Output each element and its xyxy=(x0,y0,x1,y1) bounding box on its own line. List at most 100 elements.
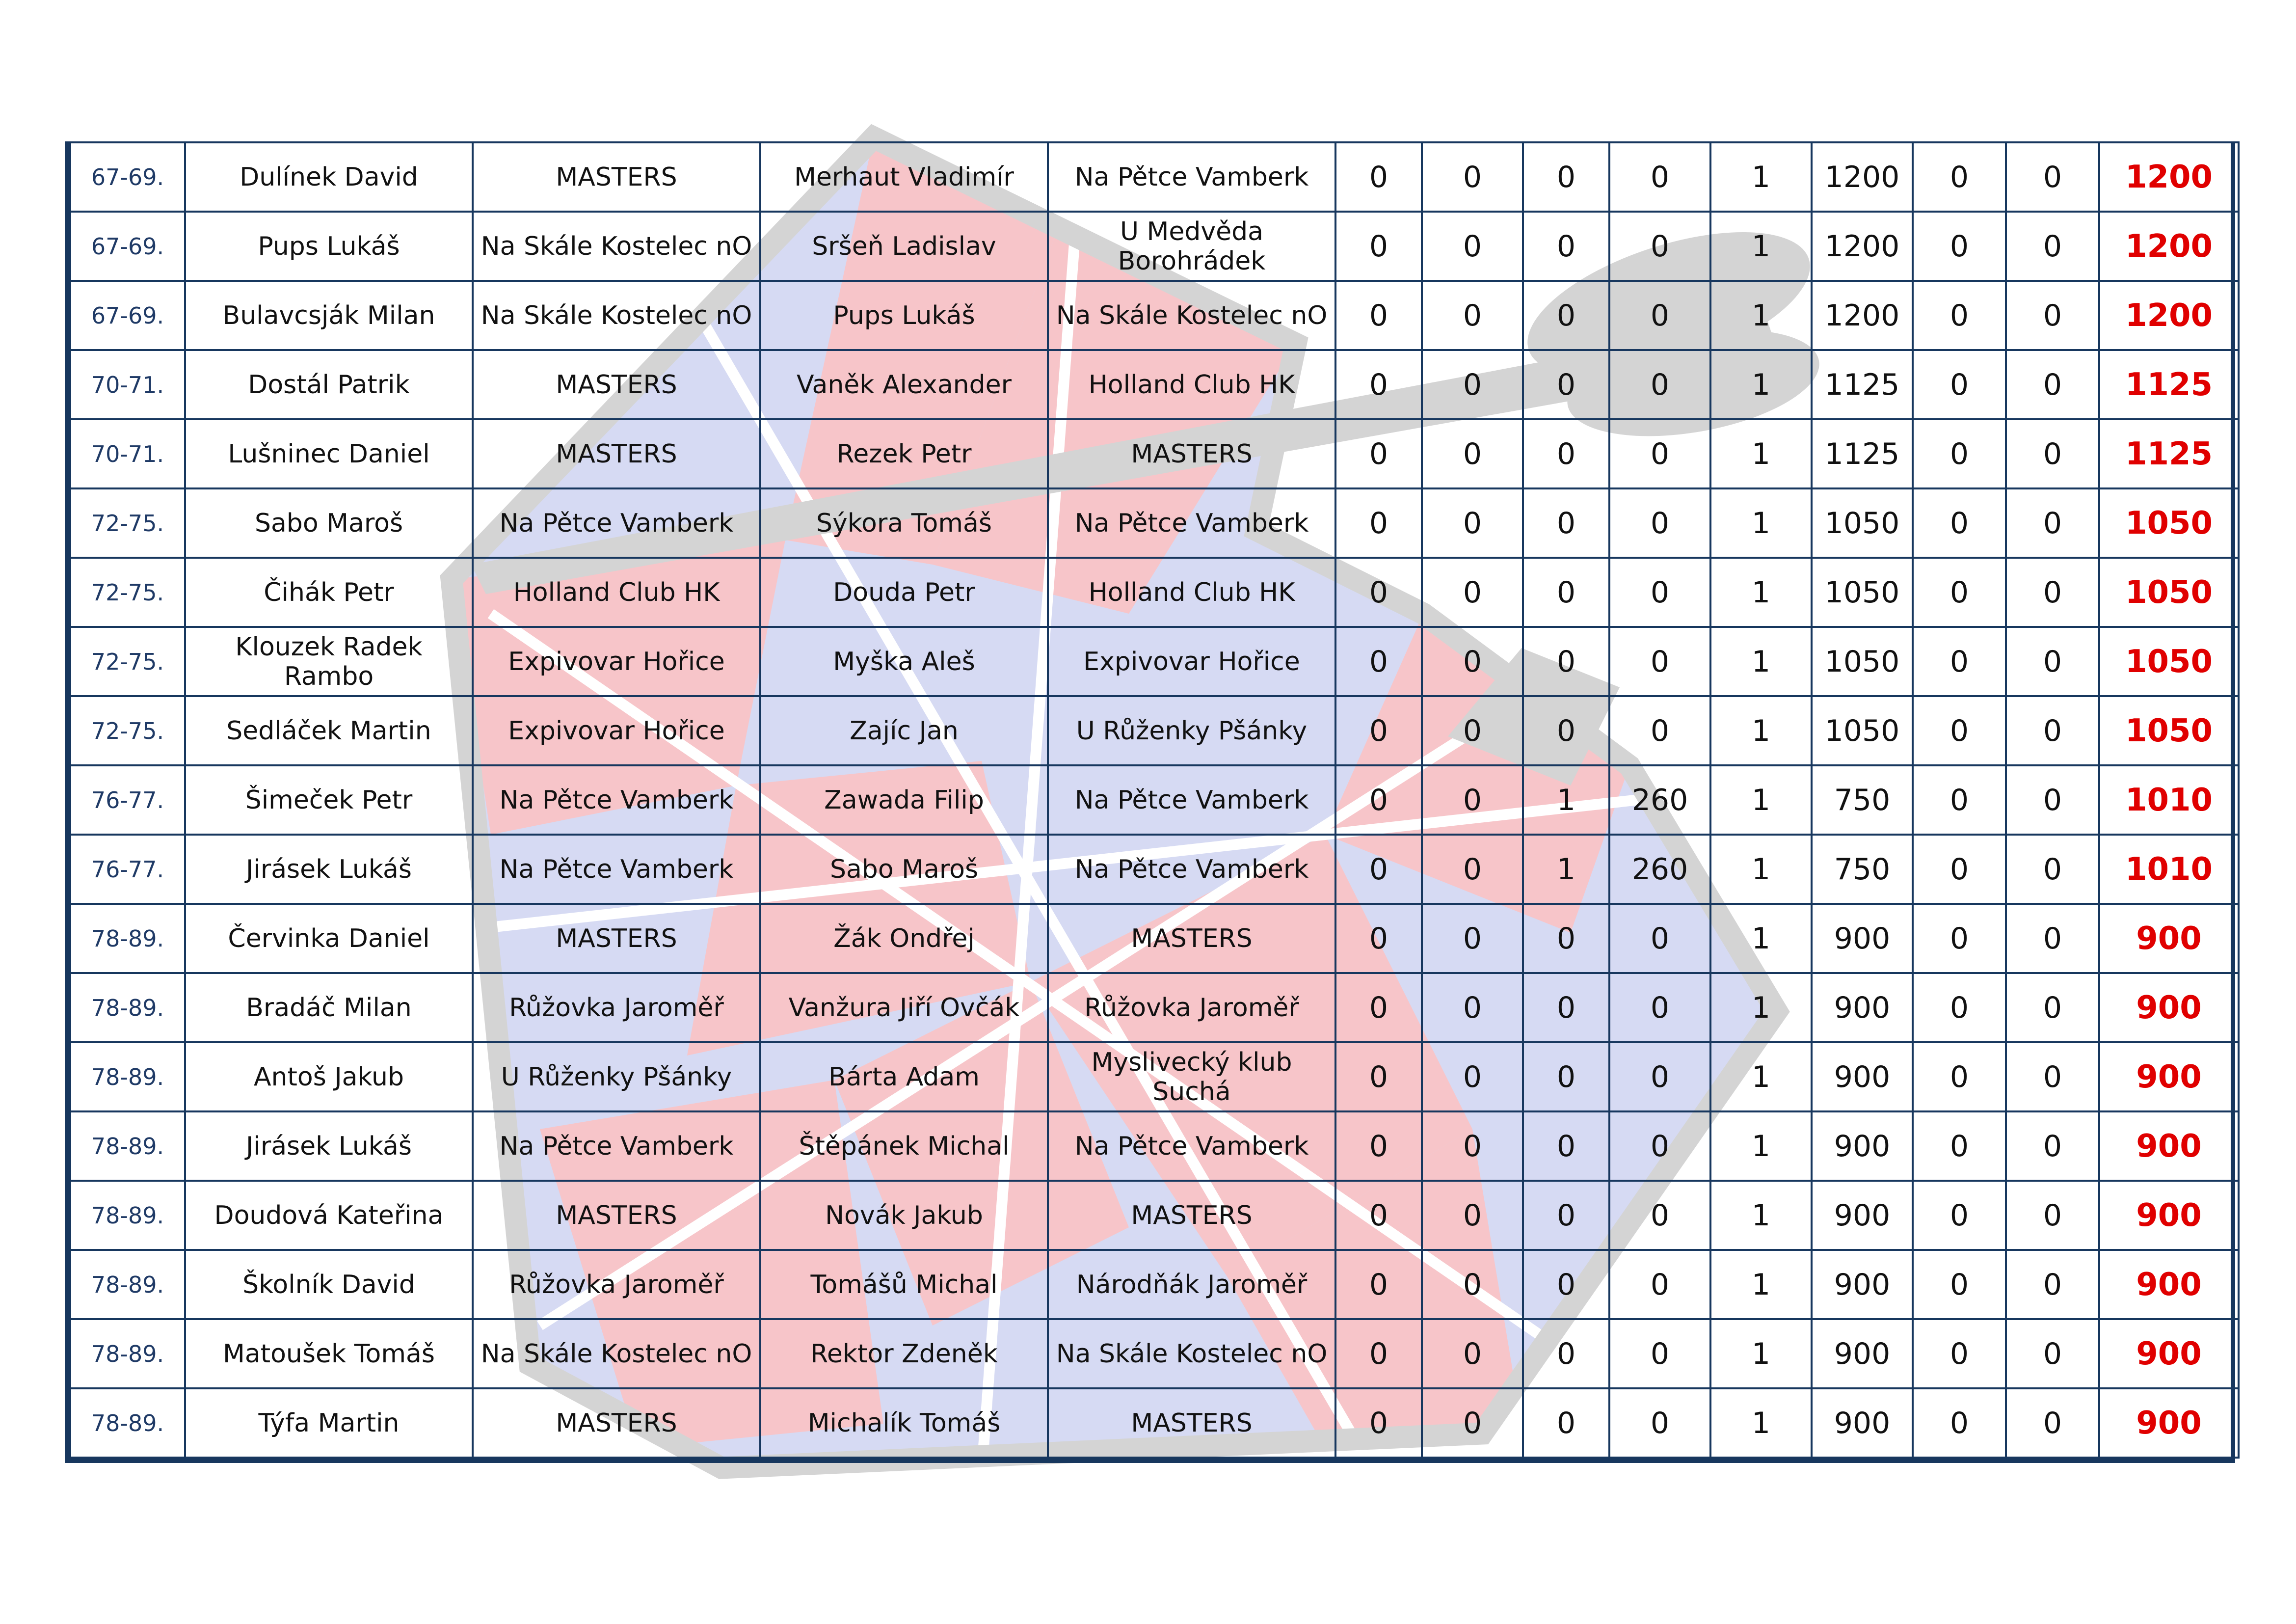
score-cell-c2: 0 xyxy=(1421,764,1524,836)
player-name-cell: Školník David xyxy=(184,1249,474,1320)
score-cell-c1: 0 xyxy=(1335,349,1423,420)
score-cell-c3: 0 xyxy=(1522,487,1610,559)
score-cell-c5: 1 xyxy=(1709,141,1813,213)
table-row: 78-89. Jirásek Lukáš Na Pětce Vamberk Štěpá… xyxy=(69,1110,2240,1182)
team-cell: MASTERS xyxy=(472,903,761,974)
table-row: 67-69. Dulínek David MASTERS Merhaut Vladim… xyxy=(69,141,2240,213)
team-cell: Růžovka Jaroměř xyxy=(472,972,761,1043)
score-cell-c8: 0 xyxy=(2005,1180,2100,1251)
score-cell-c7: 0 xyxy=(1912,1180,2007,1251)
table-row: 72-75. Čihák Petr Holland Club HK Douda Pet… xyxy=(69,557,2240,628)
score-cell-c4: 0 xyxy=(1608,695,1711,766)
rank-cell: 70-71. xyxy=(69,418,186,489)
score-cell-c4: 0 xyxy=(1608,626,1711,697)
score-cell-c7: 0 xyxy=(1912,626,2007,697)
total-score-cell: 900 xyxy=(2098,972,2240,1043)
score-cell-c5: 1 xyxy=(1709,280,1813,351)
opponent-team-cell: Na Pětce Vamberk xyxy=(1047,764,1336,836)
rank-cell: 67-69. xyxy=(69,211,186,282)
rank-cell: 78-89. xyxy=(69,1318,186,1389)
table-row: 78-89. Školník David Růžovka Jaroměř Tomášů… xyxy=(69,1249,2240,1320)
score-cell-c2: 0 xyxy=(1421,487,1524,559)
table-row: 72-75. Sedláček Martin Expivovar Hořice Zaj… xyxy=(69,695,2240,766)
table-row: 67-69. Bulavcsják Milan Na Skále Kostelec … xyxy=(69,280,2240,351)
score-cell-c8: 0 xyxy=(2005,487,2100,559)
opponent-name-cell: Rezek Petr xyxy=(759,418,1049,489)
score-cell-c5: 1 xyxy=(1709,1318,1813,1389)
total-score-cell: 900 xyxy=(2098,1180,2240,1251)
rank-cell: 72-75. xyxy=(69,487,186,559)
score-cell-c6: 1050 xyxy=(1811,557,1914,628)
score-cell-c5: 1 xyxy=(1709,1110,1813,1182)
score-cell-c2: 0 xyxy=(1421,834,1524,905)
score-cell-c5: 1 xyxy=(1709,834,1813,905)
score-cell-c8: 0 xyxy=(2005,972,2100,1043)
score-cell-c3: 1 xyxy=(1522,764,1610,836)
score-cell-c3: 0 xyxy=(1522,1249,1610,1320)
score-cell-c2: 0 xyxy=(1421,695,1524,766)
team-cell: U Růženky Pšánky xyxy=(472,1041,761,1112)
score-cell-c4: 0 xyxy=(1608,1318,1711,1389)
score-cell-c8: 0 xyxy=(2005,349,2100,420)
score-cell-c8: 0 xyxy=(2005,141,2100,213)
table-row: 78-89. Týfa Martin MASTERS Michalík Tomáš MA… xyxy=(69,1387,2240,1459)
team-cell: MASTERS xyxy=(472,1387,761,1459)
score-cell-c4: 0 xyxy=(1608,349,1711,420)
table-row: 72-75. Sabo Maroš Na Pětce Vamberk Sýkora T… xyxy=(69,487,2240,559)
team-cell: Na Pětce Vamberk xyxy=(472,834,761,905)
score-cell-c3: 0 xyxy=(1522,1110,1610,1182)
score-cell-c7: 0 xyxy=(1912,418,2007,489)
total-score-cell: 1050 xyxy=(2098,626,2240,697)
total-score-cell: 1050 xyxy=(2098,557,2240,628)
opponent-name-cell: Sabo Maroš xyxy=(759,834,1049,905)
score-cell-c6: 1125 xyxy=(1811,418,1914,489)
score-cell-c7: 0 xyxy=(1912,1318,2007,1389)
opponent-name-cell: Myška Aleš xyxy=(759,626,1049,697)
table-row: 78-89. Červinka Daniel MASTERS Žák Ondřej MA… xyxy=(69,903,2240,974)
score-cell-c1: 0 xyxy=(1335,211,1423,282)
score-cell-c3: 0 xyxy=(1522,1387,1610,1459)
total-score-cell: 1125 xyxy=(2098,418,2240,489)
score-cell-c6: 1050 xyxy=(1811,626,1914,697)
player-name-cell: Sedláček Martin xyxy=(184,695,474,766)
score-cell-c6: 900 xyxy=(1811,1387,1914,1459)
opponent-team-cell: Na Skále Kostelec nO xyxy=(1047,280,1336,351)
opponent-name-cell: Pups Lukáš xyxy=(759,280,1049,351)
score-cell-c8: 0 xyxy=(2005,280,2100,351)
score-cell-c2: 0 xyxy=(1421,626,1524,697)
score-cell-c8: 0 xyxy=(2005,557,2100,628)
opponent-name-cell: Sýkora Tomáš xyxy=(759,487,1049,559)
score-cell-c1: 0 xyxy=(1335,418,1423,489)
opponent-team-cell: MASTERS xyxy=(1047,418,1336,489)
score-cell-c8: 0 xyxy=(2005,626,2100,697)
player-name-cell: Bulavcsják Milan xyxy=(184,280,474,351)
opponent-name-cell: Sršeň Ladislav xyxy=(759,211,1049,282)
opponent-name-cell: Tomášů Michal xyxy=(759,1249,1049,1320)
team-cell: MASTERS xyxy=(472,141,761,213)
total-score-cell: 900 xyxy=(2098,1041,2240,1112)
table-row: 78-89. Doudová Kateřina MASTERS Novák Jakub… xyxy=(69,1180,2240,1251)
score-cell-c5: 1 xyxy=(1709,764,1813,836)
score-cell-c1: 0 xyxy=(1335,1180,1423,1251)
score-cell-c2: 0 xyxy=(1421,1110,1524,1182)
score-cell-c3: 0 xyxy=(1522,1041,1610,1112)
score-cell-c5: 1 xyxy=(1709,1249,1813,1320)
opponent-team-cell: MASTERS xyxy=(1047,1180,1336,1251)
score-cell-c2: 0 xyxy=(1421,903,1524,974)
rank-cell: 67-69. xyxy=(69,280,186,351)
score-cell-c4: 0 xyxy=(1608,903,1711,974)
score-cell-c1: 0 xyxy=(1335,626,1423,697)
score-cell-c8: 0 xyxy=(2005,1318,2100,1389)
score-cell-c3: 0 xyxy=(1522,695,1610,766)
rank-cell: 72-75. xyxy=(69,557,186,628)
team-cell: Růžovka Jaroměř xyxy=(472,1249,761,1320)
score-cell-c4: 0 xyxy=(1608,1387,1711,1459)
total-score-cell: 1010 xyxy=(2098,764,2240,836)
rank-cell: 67-69. xyxy=(69,141,186,213)
opponent-name-cell: Merhaut Vladimír xyxy=(759,141,1049,213)
team-cell: MASTERS xyxy=(472,418,761,489)
score-cell-c4: 260 xyxy=(1608,764,1711,836)
opponent-name-cell: Rektor Zdeněk xyxy=(759,1318,1049,1389)
score-cell-c4: 0 xyxy=(1608,557,1711,628)
rank-cell: 78-89. xyxy=(69,1110,186,1182)
